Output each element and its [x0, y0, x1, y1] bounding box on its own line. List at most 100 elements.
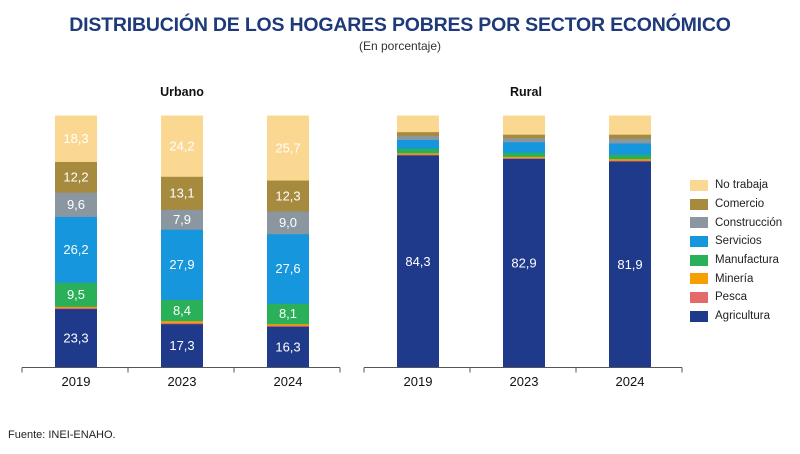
bar-segment-rural-2019-manufactura [397, 148, 439, 154]
bar-segment-urbano-2019-pesca [55, 307, 97, 310]
bar-segment-urbano-2024-servicios [267, 233, 309, 304]
legend-item-manufactura: Manufactura [690, 251, 782, 270]
bar-segment-rural-2023-comercio [503, 134, 545, 139]
panel-title-urbano: Urbano [160, 85, 204, 99]
data-label-rural-2024-agricultura: 81,9 [617, 257, 642, 272]
data-label-urbano-2024-agricultura: 16,3 [275, 339, 300, 354]
legend-item-mineria: Minería [690, 269, 782, 288]
bar-segment-rural-2019-mineria [397, 153, 439, 155]
bar-segment-rural-2023-pesca [503, 157, 545, 159]
data-label-urbano-2019-servicios: 26,2 [63, 242, 88, 257]
bar-segment-urbano-2024-no-trabaja [267, 115, 309, 181]
bar-segment-rural-2023-servicios [503, 141, 545, 153]
data-label-urbano-2023-manufactura: 8,4 [173, 303, 191, 318]
x-tick-label-rural-2024: 2024 [616, 374, 645, 389]
legend-label-agricultura: Agricultura [715, 310, 770, 323]
panel-title-rural: Rural [510, 85, 542, 99]
bar-segment-urbano-2019-agricultura [55, 308, 97, 368]
data-label-urbano-2019-no-trabaja: 18,3 [63, 131, 88, 146]
legend-swatch-construccion [690, 217, 708, 229]
data-label-urbano-2019-comercio: 12,2 [63, 169, 88, 184]
bar-segment-urbano-2023-comercio [161, 176, 203, 210]
data-label-urbano-2023-construccion: 7,9 [173, 212, 191, 227]
bar-segment-rural-2023-manufactura [503, 152, 545, 157]
legend-label-servicios: Servicios [715, 235, 762, 248]
bar-segment-rural-2019-pesca [397, 154, 439, 156]
bar-segment-rural-2019-comercio [397, 131, 439, 136]
legend-swatch-no-trabaja [690, 179, 708, 191]
bar-segment-rural-2024-manufactura [609, 154, 651, 160]
bar-segment-urbano-2019-no-trabaja [55, 115, 97, 162]
legend-item-no-trabaja: No trabaja [690, 176, 782, 195]
bar-segment-rural-2023-mineria [503, 156, 545, 159]
legend-item-comercio: Comercio [690, 195, 782, 214]
bar-segment-rural-2024-servicios [609, 143, 651, 155]
data-label-rural-2023-agricultura: 82,9 [511, 256, 536, 271]
legend-swatch-manufactura [690, 254, 708, 266]
data-label-urbano-2023-agricultura: 17,3 [169, 338, 194, 353]
legend-label-pesca: Pesca [715, 291, 747, 304]
bar-segment-urbano-2019-construccion [55, 192, 97, 217]
data-label-urbano-2024-servicios: 27,6 [275, 261, 300, 276]
bar-segment-rural-2024-comercio [609, 134, 651, 139]
legend-swatch-agricultura [690, 310, 708, 322]
legend-swatch-servicios [690, 235, 708, 247]
x-tick-label-urbano-2019: 2019 [62, 374, 91, 389]
bar-segment-rural-2024-no-trabaja [609, 115, 651, 135]
chart-subtitle: (En porcentaje) [358, 39, 442, 53]
bar-segment-urbano-2019-mineria [55, 306, 97, 308]
data-label-urbano-2024-manufactura: 8,1 [279, 306, 297, 321]
legend-item-servicios: Servicios [690, 232, 782, 251]
legend-item-pesca: Pesca [690, 288, 782, 307]
bar-segment-urbano-2019-comercio [55, 161, 97, 193]
data-label-urbano-2023-no-trabaja: 24,2 [169, 138, 194, 153]
bar-segment-urbano-2024-construccion [267, 211, 309, 235]
data-label-urbano-2024-comercio: 12,3 [275, 188, 300, 203]
bar-segment-urbano-2023-pesca [161, 322, 203, 325]
bar-segment-urbano-2024-mineria [267, 323, 309, 326]
bar-segment-rural-2024-construccion [609, 138, 651, 144]
legend-label-manufactura: Manufactura [715, 254, 779, 267]
legend-swatch-pesca [690, 291, 708, 303]
bar-segment-rural-2023-construccion [503, 137, 545, 143]
data-label-rural-2019-agricultura: 84,3 [405, 254, 430, 269]
bar-segment-urbano-2023-servicios [161, 229, 203, 301]
data-label-urbano-2019-manufactura: 9,5 [67, 287, 85, 302]
bar-segment-rural-2023-no-trabaja [503, 115, 545, 135]
data-label-urbano-2019-agricultura: 23,3 [63, 331, 88, 346]
data-label-urbano-2024-no-trabaja: 25,7 [275, 140, 300, 155]
legend-item-construccion: Construcción [690, 213, 782, 232]
bar-segment-rural-2023-agricultura [503, 158, 545, 368]
bar-segment-urbano-2023-mineria [161, 320, 203, 323]
data-label-urbano-2024-construccion: 9,0 [279, 215, 297, 230]
legend-label-comercio: Comercio [715, 198, 765, 211]
x-tick-label-rural-2023: 2023 [510, 374, 539, 389]
bar-segment-urbano-2019-manufactura [55, 282, 97, 307]
bar-segment-rural-2019-agricultura [397, 155, 439, 368]
legend-label-construccion: Construcción [715, 216, 783, 229]
bar-segment-urbano-2023-no-trabaja [161, 115, 203, 177]
bar-segment-urbano-2019-servicios [55, 216, 97, 283]
bar-segment-rural-2019-no-trabaja [397, 115, 439, 133]
bar-segment-rural-2024-agricultura [609, 161, 651, 368]
bar-segment-urbano-2023-construccion [161, 209, 203, 230]
chart-title: DISTRIBUCIÓN DE LOS HOGARES POBRES POR S… [69, 14, 731, 36]
bar-segment-rural-2019-servicios [397, 139, 439, 149]
bar-segment-urbano-2024-manufactura [267, 303, 309, 325]
legend-label-no-trabaja: No trabaja [715, 179, 769, 192]
data-label-urbano-2023-comercio: 13,1 [169, 185, 194, 200]
data-label-urbano-2023-servicios: 27,9 [169, 257, 194, 272]
bar-segment-urbano-2024-comercio [267, 180, 309, 212]
chart-legend: No trabaja Comercio Construcción Servicios M… [690, 176, 782, 326]
bar-segment-urbano-2024-pesca [267, 325, 309, 327]
bar-segment-rural-2024-mineria [609, 158, 651, 161]
data-label-urbano-2019-construccion: 9,6 [67, 197, 85, 212]
bar-segment-urbano-2023-manufactura [161, 299, 203, 322]
x-tick-label-rural-2019: 2019 [404, 374, 433, 389]
bar-segment-urbano-2024-agricultura [267, 326, 309, 368]
bar-segment-rural-2019-construccion [397, 135, 439, 140]
x-tick-label-urbano-2024: 2024 [274, 374, 303, 389]
legend-item-agricultura: Agricultura [690, 307, 782, 326]
legend-swatch-comercio [690, 198, 708, 210]
